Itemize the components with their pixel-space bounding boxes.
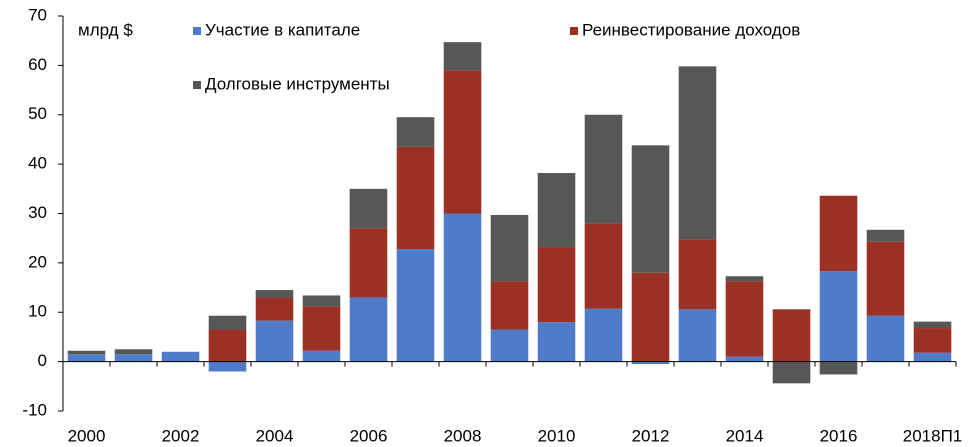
- x-tick-label: 2000: [68, 426, 106, 445]
- y-tick-label: 70: [28, 5, 47, 24]
- bar-segment: [678, 66, 717, 240]
- bar-segment: [725, 281, 764, 357]
- bar-segment: [631, 145, 670, 273]
- bar-segment: [396, 249, 435, 362]
- bar-segment: [302, 295, 341, 307]
- bar-segment: [490, 214, 529, 282]
- bar-segment: [678, 309, 717, 362]
- bar-segment: [725, 356, 764, 362]
- y-tick-label: 20: [28, 252, 47, 271]
- bar-segment: [631, 361, 670, 365]
- bar-segment: [396, 117, 435, 147]
- y-tick-label: 30: [28, 203, 47, 222]
- bar-segment: [584, 223, 623, 309]
- bar-segment: [443, 42, 482, 71]
- bar-segment: [161, 351, 200, 362]
- bar-segment: [866, 229, 905, 242]
- bar-segment: [396, 146, 435, 250]
- bar-segment: [302, 350, 341, 362]
- bar-segment: [772, 309, 811, 362]
- x-tick-label: 2012: [632, 426, 670, 445]
- bar-segment: [584, 308, 623, 362]
- bar-segment: [866, 315, 905, 362]
- bar-segment: [537, 322, 576, 362]
- legend-label: Участие в капитале: [205, 20, 360, 39]
- y-tick-label: 50: [28, 104, 47, 123]
- bar-segment: [678, 239, 717, 310]
- legend-swatch: [193, 27, 201, 35]
- bar-segment: [631, 272, 670, 362]
- bar-segment: [114, 349, 153, 355]
- y-tick-label: -10: [22, 400, 47, 419]
- bar-segment: [443, 70, 482, 214]
- bar-segment: [114, 354, 153, 362]
- bar-segment: [490, 329, 529, 362]
- bar-segment: [349, 297, 388, 362]
- bar-segment: [67, 350, 106, 355]
- bar-segment: [913, 321, 952, 329]
- bar-segment: [302, 306, 341, 351]
- bar-segment: [866, 241, 905, 316]
- legend-label: Реинвестирование доходов: [582, 20, 800, 39]
- bar-segment: [255, 290, 294, 298]
- bar-segment: [537, 247, 576, 323]
- bar-segment: [255, 320, 294, 362]
- x-tick-label: 2006: [350, 426, 388, 445]
- bar-segment: [913, 328, 952, 353]
- legend-label: Долговые инструменты: [205, 74, 390, 93]
- bar-segment: [208, 361, 247, 372]
- bar-segment: [255, 297, 294, 321]
- bar-segment: [208, 329, 247, 362]
- y-tick-label: 10: [28, 302, 47, 321]
- x-tick-label: 2014: [726, 426, 764, 445]
- x-tick-label: 2004: [256, 426, 294, 445]
- bar-segment: [443, 213, 482, 362]
- bar-segment: [584, 114, 623, 224]
- bar-segment: [819, 271, 858, 362]
- bar-segment: [819, 361, 858, 375]
- unit-label: млрд $: [78, 20, 133, 39]
- bar-segment: [490, 281, 529, 330]
- y-tick-label: 40: [28, 154, 47, 173]
- x-tick-label: 2010: [538, 426, 576, 445]
- bar-segment: [913, 352, 952, 362]
- bar-segment: [208, 315, 247, 330]
- bar-segment: [725, 276, 764, 282]
- x-tick-label: 2002: [162, 426, 200, 445]
- x-tick-label: 2018П1: [903, 426, 963, 445]
- x-tick-label: 2016: [820, 426, 858, 445]
- legend-swatch: [570, 27, 578, 35]
- x-tick-label: 2008: [444, 426, 482, 445]
- bar-segment: [772, 361, 811, 384]
- bar-segment: [537, 173, 576, 248]
- y-tick-label: 60: [28, 55, 47, 74]
- bar-segment: [349, 228, 388, 298]
- bar-segment: [819, 195, 858, 272]
- y-tick-label: 0: [38, 351, 47, 370]
- legend-swatch: [193, 81, 201, 89]
- bar-segment: [349, 188, 388, 229]
- bar-segment: [67, 354, 106, 362]
